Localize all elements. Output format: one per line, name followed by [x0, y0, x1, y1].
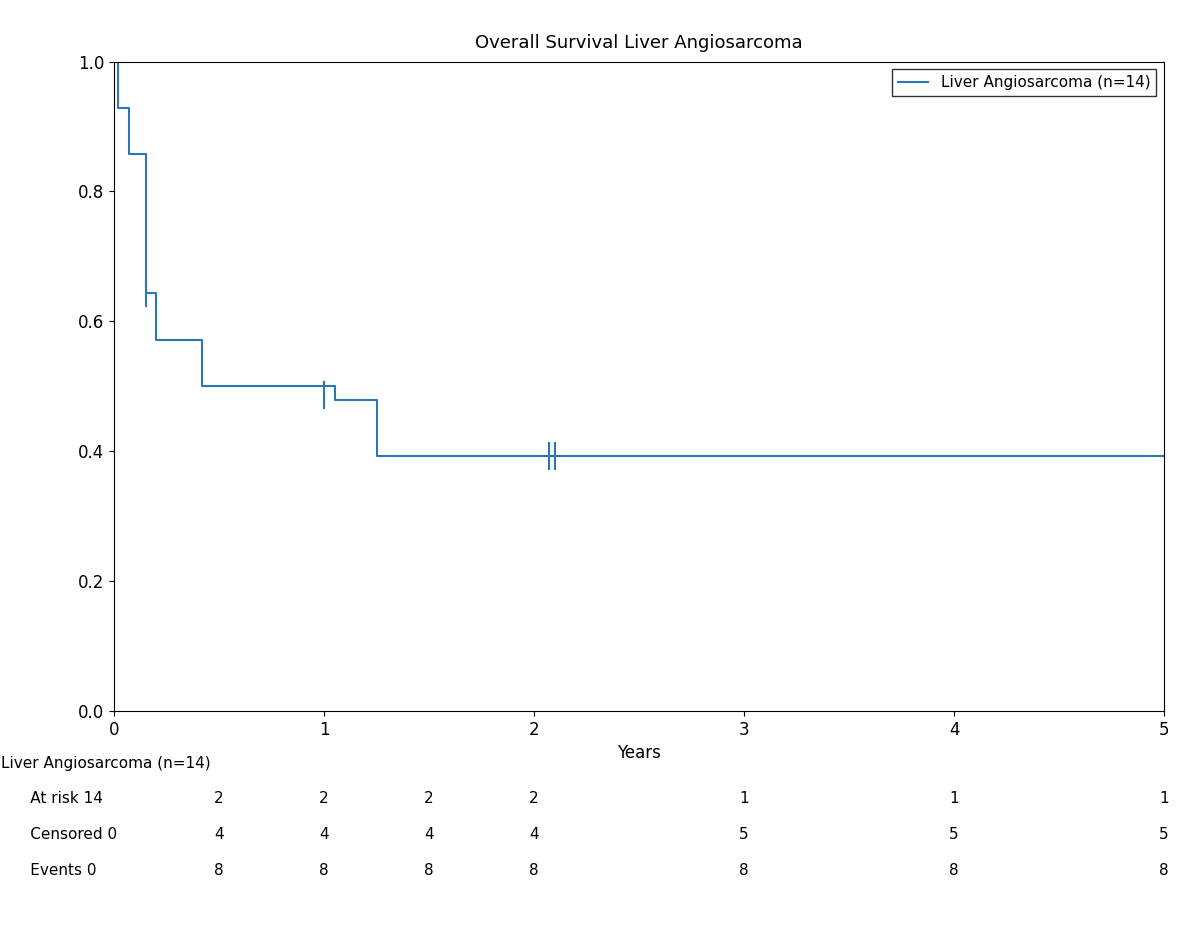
Text: 8: 8 — [1159, 863, 1169, 878]
Text: 8: 8 — [529, 863, 539, 878]
Text: 2: 2 — [214, 791, 224, 806]
Liver Angiosarcoma (n=14) — [110, 56, 126, 67]
Text: 8: 8 — [424, 863, 434, 878]
Text: 4: 4 — [319, 827, 329, 842]
Line: Liver Angiosarcoma (n=14): Liver Angiosarcoma (n=14) — [114, 62, 1164, 456]
Text: 1: 1 — [949, 791, 959, 806]
Text: Liver Angiosarcoma (n=14): Liver Angiosarcoma (n=14) — [1, 756, 211, 771]
Text: 5: 5 — [949, 827, 959, 842]
Text: 5: 5 — [1159, 827, 1169, 842]
Text: 8: 8 — [949, 863, 959, 878]
Text: 8: 8 — [214, 863, 224, 878]
Legend: Liver Angiosarcoma (n=14): Liver Angiosarcoma (n=14) — [892, 69, 1157, 97]
Text: 1: 1 — [1159, 791, 1169, 806]
Liver Angiosarcoma (n=14) — [194, 380, 210, 392]
Liver Angiosarcoma (n=14) — [328, 394, 342, 406]
Liver Angiosarcoma (n=14) — [138, 149, 152, 160]
Liver Angiosarcoma (n=14) — [121, 149, 136, 160]
Liver Angiosarcoma (n=14) — [370, 394, 384, 406]
X-axis label: Years: Years — [617, 744, 661, 762]
Liver Angiosarcoma (n=14) — [110, 102, 126, 114]
Liver Angiosarcoma (n=14) — [1157, 450, 1171, 462]
Text: 8: 8 — [319, 863, 329, 878]
Liver Angiosarcoma (n=14) — [149, 288, 163, 300]
Text: Censored 0: Censored 0 — [1, 827, 118, 842]
Text: 2: 2 — [424, 791, 434, 806]
Liver Angiosarcoma (n=14) — [149, 335, 163, 346]
Text: 4: 4 — [424, 827, 434, 842]
Text: 4: 4 — [214, 827, 224, 842]
Text: 2: 2 — [529, 791, 539, 806]
Liver Angiosarcoma (n=14) — [194, 335, 210, 346]
Text: 1: 1 — [739, 791, 749, 806]
Text: 8: 8 — [739, 863, 749, 878]
Text: At risk 14: At risk 14 — [1, 791, 103, 806]
Text: Events 0: Events 0 — [1, 863, 97, 878]
Liver Angiosarcoma (n=14) — [370, 450, 384, 462]
Title: Overall Survival Liver Angiosarcoma: Overall Survival Liver Angiosarcoma — [475, 34, 803, 52]
Text: 4: 4 — [529, 827, 539, 842]
Liver Angiosarcoma (n=14) — [121, 102, 136, 114]
Liver Angiosarcoma (n=14) — [138, 288, 152, 300]
Liver Angiosarcoma (n=14) — [328, 380, 342, 392]
Liver Angiosarcoma (n=14) — [107, 56, 121, 67]
Text: 2: 2 — [319, 791, 329, 806]
Text: 5: 5 — [739, 827, 749, 842]
